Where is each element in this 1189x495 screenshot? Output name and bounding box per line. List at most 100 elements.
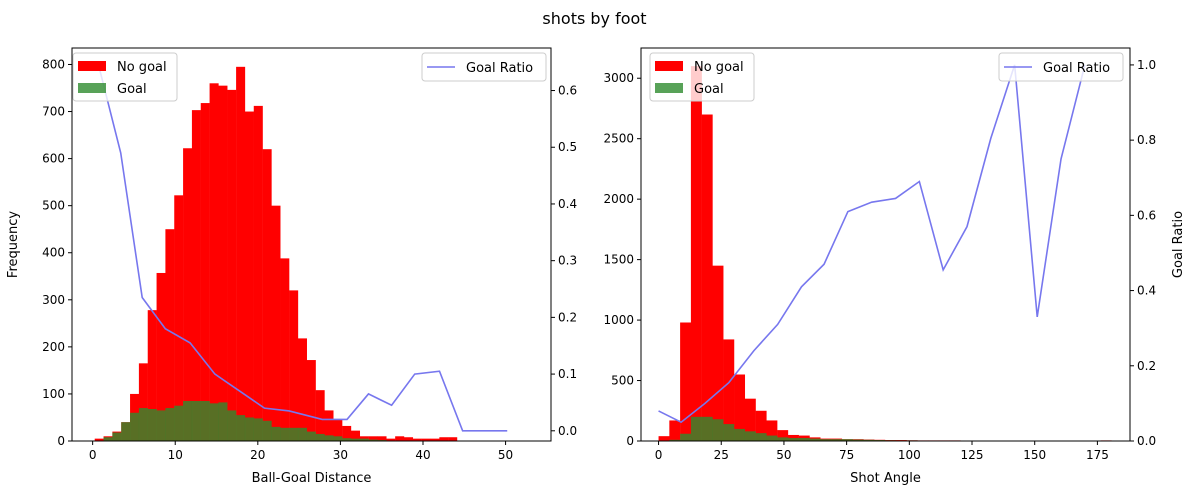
bar [787, 437, 799, 441]
legend-label: No goal [694, 60, 744, 75]
y-tick-label: 100 [42, 387, 65, 401]
legend-swatch [655, 61, 683, 71]
bar [723, 424, 735, 441]
y-tick-label: 400 [42, 246, 65, 260]
legend-box [421, 52, 547, 82]
legend-label: Goal [694, 82, 724, 97]
x-axis-label: Ball-Goal Distance [252, 471, 372, 486]
legend-label: Goal [117, 82, 147, 97]
axes-frame [71, 47, 552, 442]
x-tick-label: 40 [415, 448, 430, 462]
figure-title: shots by foot [542, 9, 646, 28]
bar [377, 436, 387, 441]
bar [701, 114, 713, 441]
bar [386, 438, 396, 441]
bar [262, 420, 272, 441]
legend-label: No goal [117, 60, 167, 75]
bar [121, 422, 131, 441]
bar [297, 338, 307, 441]
y-tick-label: 700 [42, 105, 65, 119]
bar [777, 430, 789, 441]
bar [147, 408, 157, 441]
bar [138, 408, 148, 441]
x-tick-label: 50 [498, 448, 513, 462]
y2-axis-label: Goal Ratio [1171, 211, 1186, 278]
bar [350, 438, 361, 441]
y2-tick-label: 0.2 [1137, 359, 1156, 373]
y2-tick-label: 0.6 [558, 84, 577, 98]
bar [271, 426, 281, 441]
bar [94, 438, 104, 441]
y-tick-label: 0 [57, 434, 65, 448]
bar [165, 408, 175, 441]
bar [680, 322, 692, 441]
bar [755, 433, 767, 441]
y-tick-label: 2000 [603, 192, 634, 206]
x-tick-label: 20 [250, 448, 265, 462]
bar [852, 439, 864, 441]
bar [658, 436, 670, 441]
right-panel: 0 25 50 75 100 125 150 175 0 500 1000 1500 2000 2500 3… [603, 47, 1186, 486]
x-tick-label: 30 [333, 448, 348, 462]
bar [395, 436, 405, 441]
bar [183, 400, 193, 441]
y2-tick-label: 0.4 [558, 197, 577, 211]
x-axis-label: Shot Angle [850, 471, 921, 486]
axes-frame [640, 47, 1131, 442]
bar [253, 105, 263, 441]
bar [430, 438, 440, 441]
goal-ratio-line [98, 67, 508, 432]
bar [712, 419, 724, 441]
bar [723, 339, 735, 441]
bar [218, 402, 228, 441]
y-axis-label: Frequency [6, 211, 21, 278]
bar [200, 400, 210, 441]
bar [227, 410, 237, 441]
series-goal-bars [103, 400, 405, 441]
y2-tick-label: 0.2 [558, 310, 577, 324]
legend-swatch [78, 61, 106, 71]
bar [165, 229, 175, 441]
bar [306, 360, 316, 441]
bar [744, 431, 756, 441]
bar [690, 416, 702, 441]
bar [280, 427, 290, 441]
bar [324, 410, 334, 441]
bar [191, 110, 201, 441]
bar [289, 290, 299, 441]
legend-box [998, 52, 1124, 82]
y-tick-label: 800 [42, 57, 65, 71]
bar [156, 410, 166, 441]
bar [734, 428, 746, 441]
y2-tick-label: 0.3 [558, 254, 577, 268]
bar [359, 438, 369, 441]
bar [236, 66, 246, 441]
bar [403, 437, 414, 441]
y-tick-label: 3000 [603, 71, 634, 85]
bar [280, 258, 290, 441]
bar [841, 439, 853, 441]
x-tick-label: 0 [655, 448, 663, 462]
bar [244, 111, 254, 441]
y-tick-label: 300 [42, 293, 65, 307]
bar [112, 432, 122, 441]
bar [174, 405, 184, 441]
y-tick-label: 1500 [603, 253, 634, 267]
x-tick-label: 150 [1023, 448, 1046, 462]
x-tick-label: 0 [89, 448, 97, 462]
y-tick-label: 500 [42, 199, 65, 213]
bar [191, 400, 201, 441]
bar [324, 435, 334, 441]
y2-tick-label: 0.8 [1137, 133, 1156, 147]
bar [412, 438, 422, 441]
legend-label: Goal Ratio [466, 61, 533, 76]
bar [755, 410, 767, 441]
bar [368, 439, 378, 441]
y2-tick-label: 0.0 [1137, 434, 1156, 448]
bar [820, 439, 832, 441]
bar [227, 89, 237, 442]
series-no-goal-bars [94, 66, 458, 442]
left-panel: 0 10 20 30 40 5001002003004005006007008000.00… [6, 47, 577, 486]
legend-line: Goal Ratio [421, 52, 547, 82]
